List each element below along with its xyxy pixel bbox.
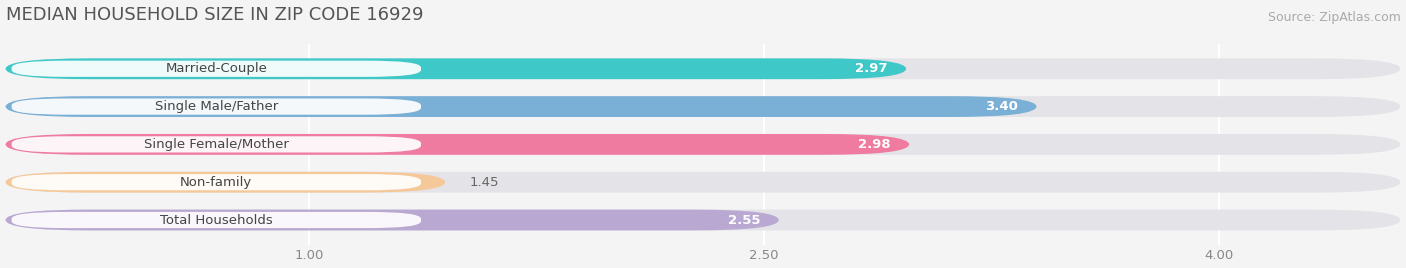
Text: 1.45: 1.45 — [470, 176, 499, 189]
Text: Single Female/Mother: Single Female/Mother — [143, 138, 288, 151]
FancyBboxPatch shape — [6, 172, 446, 193]
FancyBboxPatch shape — [11, 98, 420, 115]
Text: Source: ZipAtlas.com: Source: ZipAtlas.com — [1268, 11, 1400, 24]
FancyBboxPatch shape — [6, 172, 1400, 193]
FancyBboxPatch shape — [6, 134, 1400, 155]
FancyBboxPatch shape — [6, 96, 1400, 117]
FancyBboxPatch shape — [6, 210, 779, 230]
Text: 2.55: 2.55 — [728, 214, 761, 226]
Text: 2.98: 2.98 — [859, 138, 891, 151]
FancyBboxPatch shape — [6, 96, 1036, 117]
Text: Non-family: Non-family — [180, 176, 253, 189]
Text: Married-Couple: Married-Couple — [166, 62, 267, 75]
Text: Single Male/Father: Single Male/Father — [155, 100, 278, 113]
Text: MEDIAN HOUSEHOLD SIZE IN ZIP CODE 16929: MEDIAN HOUSEHOLD SIZE IN ZIP CODE 16929 — [6, 6, 423, 24]
Text: 3.40: 3.40 — [986, 100, 1018, 113]
Text: 2.97: 2.97 — [855, 62, 889, 75]
FancyBboxPatch shape — [11, 61, 420, 77]
FancyBboxPatch shape — [6, 210, 1400, 230]
FancyBboxPatch shape — [11, 212, 420, 228]
FancyBboxPatch shape — [11, 136, 420, 152]
FancyBboxPatch shape — [6, 58, 1400, 79]
Text: Total Households: Total Households — [160, 214, 273, 226]
FancyBboxPatch shape — [6, 134, 910, 155]
FancyBboxPatch shape — [6, 58, 907, 79]
FancyBboxPatch shape — [11, 174, 420, 190]
